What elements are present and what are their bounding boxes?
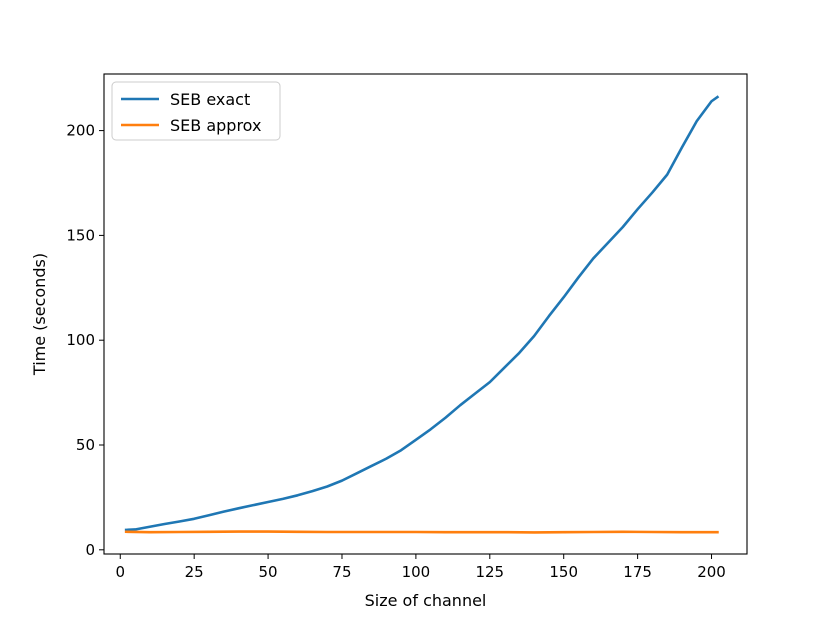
series-line-2 [124,530,719,534]
x-tick-label: 75 [332,563,351,581]
x-tick-label: 25 [185,563,204,581]
y-tick-label: 150 [66,226,95,244]
plot-area [104,74,747,554]
x-tick-label: 150 [549,563,578,581]
legend-label-2: SEB approx [170,116,261,135]
y-tick-label: 50 [76,436,95,454]
axis-labels: Size of channel Time (seconds) [30,253,486,610]
x-tick-label: 0 [115,563,125,581]
x-tick-label: 100 [402,563,431,581]
y-tick-label: 0 [85,541,95,559]
axes-frame [103,73,748,555]
x-tick-label: 125 [475,563,504,581]
x-tick-label: 200 [697,563,726,581]
legend: SEB exact SEB approx [111,81,281,141]
x-tick-label: 50 [259,563,278,581]
axes-layer [103,73,748,555]
plot-background [104,74,747,554]
x-tick-label: 175 [623,563,652,581]
y-axis-label: Time (seconds) [30,253,49,376]
series-layer [124,95,720,534]
y-tick-label: 100 [66,331,95,349]
y-tick-label: 200 [66,122,95,140]
series-line-1 [124,95,720,532]
legend-label-1: SEB exact [170,90,250,109]
ticks-layer: 0 25 50 75 100 125 150 175 200 0 50 100 150 200 [66,122,725,581]
x-axis-label: Size of channel [365,591,487,610]
